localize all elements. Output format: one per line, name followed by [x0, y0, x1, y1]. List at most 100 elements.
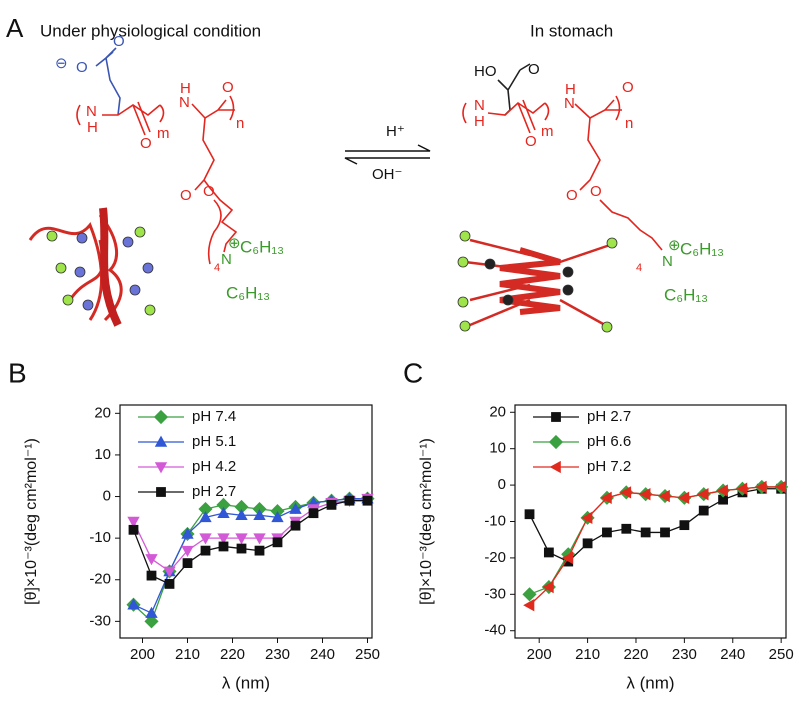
arrow-label: H⁺ — [386, 123, 405, 140]
atom-label: O — [528, 61, 540, 78]
marker — [362, 495, 373, 506]
legend-label: pH 4.2 — [192, 458, 236, 475]
y-axis-label: [θ]×10⁻³(deg cm²mol⁻¹) — [23, 438, 40, 605]
marker — [755, 480, 767, 494]
marker — [619, 486, 632, 499]
left-beads — [46, 226, 156, 316]
y-tick-label: 0 — [103, 488, 111, 505]
marker — [698, 505, 709, 516]
marker — [523, 599, 535, 612]
y-tick-label: 20 — [94, 404, 111, 421]
marker — [145, 606, 158, 618]
x-tick-label: 250 — [769, 646, 794, 663]
atom-label: HO — [474, 63, 497, 80]
x-tick-label: 210 — [175, 646, 200, 663]
marker — [235, 508, 248, 521]
x-tick-label: 230 — [265, 646, 290, 663]
x-tick-label: 240 — [720, 646, 745, 663]
legend-label: pH 5.1 — [192, 433, 236, 450]
panel-label: C — [403, 357, 423, 388]
legend-marker — [156, 487, 166, 497]
atom-label: N — [86, 103, 97, 120]
atom-label: O — [525, 133, 537, 150]
right-structure-bonds — [462, 63, 663, 251]
marker — [600, 491, 612, 505]
atom-label: N — [474, 97, 485, 114]
right-beads — [457, 230, 618, 333]
atom-label: ⊕ — [668, 237, 681, 254]
atom-label: ⊖ — [55, 55, 68, 72]
atom-label: O — [76, 59, 88, 76]
atom-label: O — [203, 183, 215, 200]
marker — [289, 502, 302, 514]
atom-label: N — [179, 94, 190, 111]
atom-label: N — [221, 251, 232, 268]
atom-label: N — [564, 95, 575, 112]
right-helix — [464, 238, 611, 327]
atom-label: H — [87, 119, 98, 136]
x-tick-label: 250 — [355, 646, 380, 663]
x-tick-label: 220 — [220, 646, 245, 663]
marker — [581, 511, 593, 525]
marker — [253, 508, 266, 521]
atom-label: 4 — [636, 262, 642, 274]
left-title: Under physiological condition — [40, 21, 261, 40]
y-tick-label: -30 — [89, 612, 111, 629]
x-tick-label: 210 — [575, 646, 600, 663]
marker — [522, 587, 537, 602]
legend-marker — [153, 409, 169, 425]
marker — [181, 545, 194, 557]
marker — [658, 489, 670, 503]
panel-label: B — [8, 357, 27, 388]
marker — [679, 520, 690, 531]
marker — [145, 554, 158, 566]
legend-label: pH 7.4 — [192, 408, 236, 425]
marker — [639, 488, 651, 501]
x-tick-label: 230 — [672, 646, 697, 663]
legend-marker — [549, 460, 561, 474]
marker — [235, 533, 248, 545]
atom-label: H — [565, 81, 576, 98]
atom-label: N — [662, 253, 673, 270]
series-line — [133, 497, 368, 623]
marker — [308, 508, 319, 519]
atom-label: O — [180, 187, 192, 204]
marker — [218, 541, 229, 552]
marker — [253, 533, 266, 545]
series-line — [529, 486, 782, 606]
marker — [199, 533, 212, 545]
marker — [163, 566, 176, 578]
y-tick-label: -10 — [484, 512, 506, 529]
marker — [697, 488, 709, 501]
marker — [217, 506, 230, 518]
legend-marker — [154, 435, 168, 447]
marker — [217, 533, 230, 545]
marker — [561, 551, 574, 565]
x-tick-label: 240 — [310, 646, 335, 663]
atom-label: H — [474, 113, 485, 130]
left-backbone — [99, 207, 122, 327]
panel-label: A — [6, 13, 24, 43]
right-title: In stomach — [530, 21, 613, 40]
marker — [254, 545, 265, 556]
marker — [236, 543, 247, 554]
legend-marker — [154, 462, 168, 474]
marker — [271, 511, 284, 523]
legend-marker — [551, 412, 561, 422]
marker — [128, 524, 139, 535]
marker — [144, 614, 159, 629]
y-tick-label: -40 — [484, 622, 506, 639]
marker — [127, 516, 140, 528]
atom-label: O — [140, 135, 152, 152]
equilibrium-arrows — [344, 144, 431, 165]
y-tick-label: 10 — [489, 440, 506, 457]
y-tick-label: 20 — [489, 403, 506, 420]
atom-label: m — [157, 125, 170, 142]
atom-label: O — [590, 183, 602, 200]
left-structure-bonds — [76, 47, 238, 265]
marker — [326, 499, 337, 510]
marker — [290, 520, 301, 531]
atom-label: C₆H₁₃ — [664, 285, 708, 304]
marker — [602, 527, 612, 538]
